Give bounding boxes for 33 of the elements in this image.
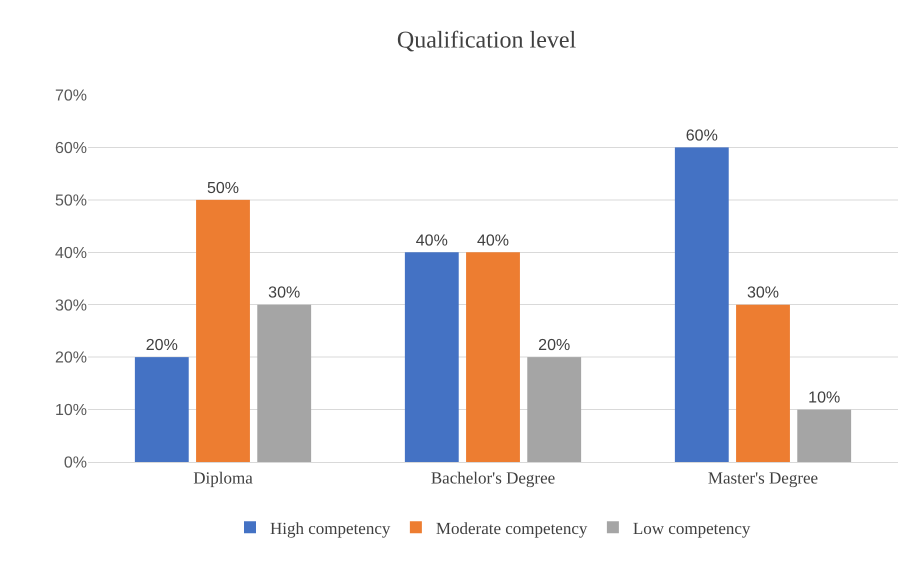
- x-tick-label: Diploma: [193, 468, 254, 488]
- y-tick-label: 20%: [54, 350, 87, 367]
- x-tick-label: Bachelor's Degree: [430, 468, 556, 488]
- y-tick-label: 30%: [54, 297, 87, 314]
- legend-label: High competency: [270, 518, 391, 538]
- data-label: 10%: [808, 390, 840, 407]
- bar: [404, 252, 459, 462]
- data-label: 60%: [686, 127, 718, 144]
- data-label: 30%: [746, 284, 780, 302]
- bar: [797, 410, 852, 462]
- x-tick-label: Master's Degree: [708, 468, 818, 488]
- bar: [134, 357, 189, 462]
- legend-label: Low competency: [632, 518, 751, 538]
- y-tick-label: 60%: [54, 140, 87, 158]
- bar: [736, 304, 790, 462]
- bar: [257, 304, 312, 462]
- chart-title: Qualification level: [396, 28, 576, 54]
- data-label: 40%: [476, 232, 510, 250]
- data-label: 30%: [268, 284, 300, 302]
- data-label: 50%: [206, 180, 240, 197]
- bar: [674, 147, 729, 462]
- legend-label: Moderate competency: [436, 518, 588, 538]
- data-label: 20%: [146, 337, 178, 354]
- bar: [466, 252, 520, 462]
- y-tick-label: 70%: [54, 88, 87, 105]
- bar: [196, 200, 250, 462]
- y-tick-label: 0%: [64, 454, 87, 472]
- data-label: 20%: [538, 337, 570, 354]
- bar: [527, 357, 582, 462]
- y-tick-label: 10%: [54, 402, 87, 420]
- y-tick-label: 50%: [54, 192, 87, 210]
- data-label: 40%: [416, 232, 448, 250]
- y-tick-label: 40%: [54, 244, 87, 262]
